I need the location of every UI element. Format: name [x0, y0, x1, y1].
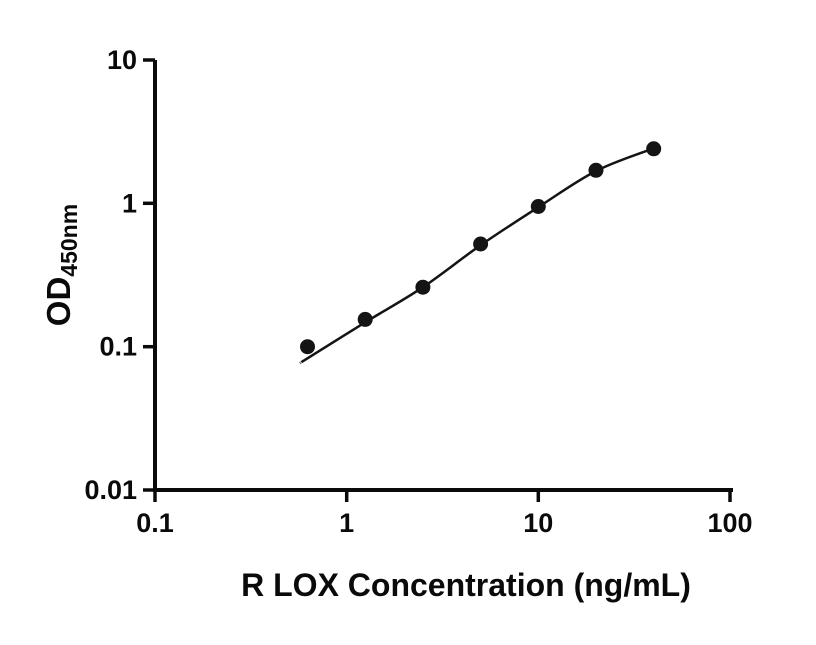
y-tick-label: 0.01 — [84, 475, 137, 505]
data-point — [646, 141, 662, 157]
y-tick-label: 10 — [107, 45, 137, 75]
x-tick-label: 10 — [523, 508, 553, 538]
y-axis-title: OD450nm — [40, 204, 82, 326]
data-point — [415, 279, 431, 295]
y-tick-label: 0.1 — [99, 332, 137, 362]
data-point — [357, 311, 373, 327]
x-axis-title: R LOX Concentration (ng/mL) — [241, 567, 691, 603]
data-point — [300, 339, 315, 355]
x-tick-label: 0.1 — [136, 508, 174, 538]
fit-curve — [299, 147, 655, 364]
data-point — [473, 236, 489, 252]
x-tick-label: 1 — [339, 508, 354, 538]
y-tick-label: 1 — [122, 188, 137, 218]
x-tick-label: 100 — [707, 508, 752, 538]
data-point — [530, 199, 546, 214]
data-point — [588, 162, 604, 178]
